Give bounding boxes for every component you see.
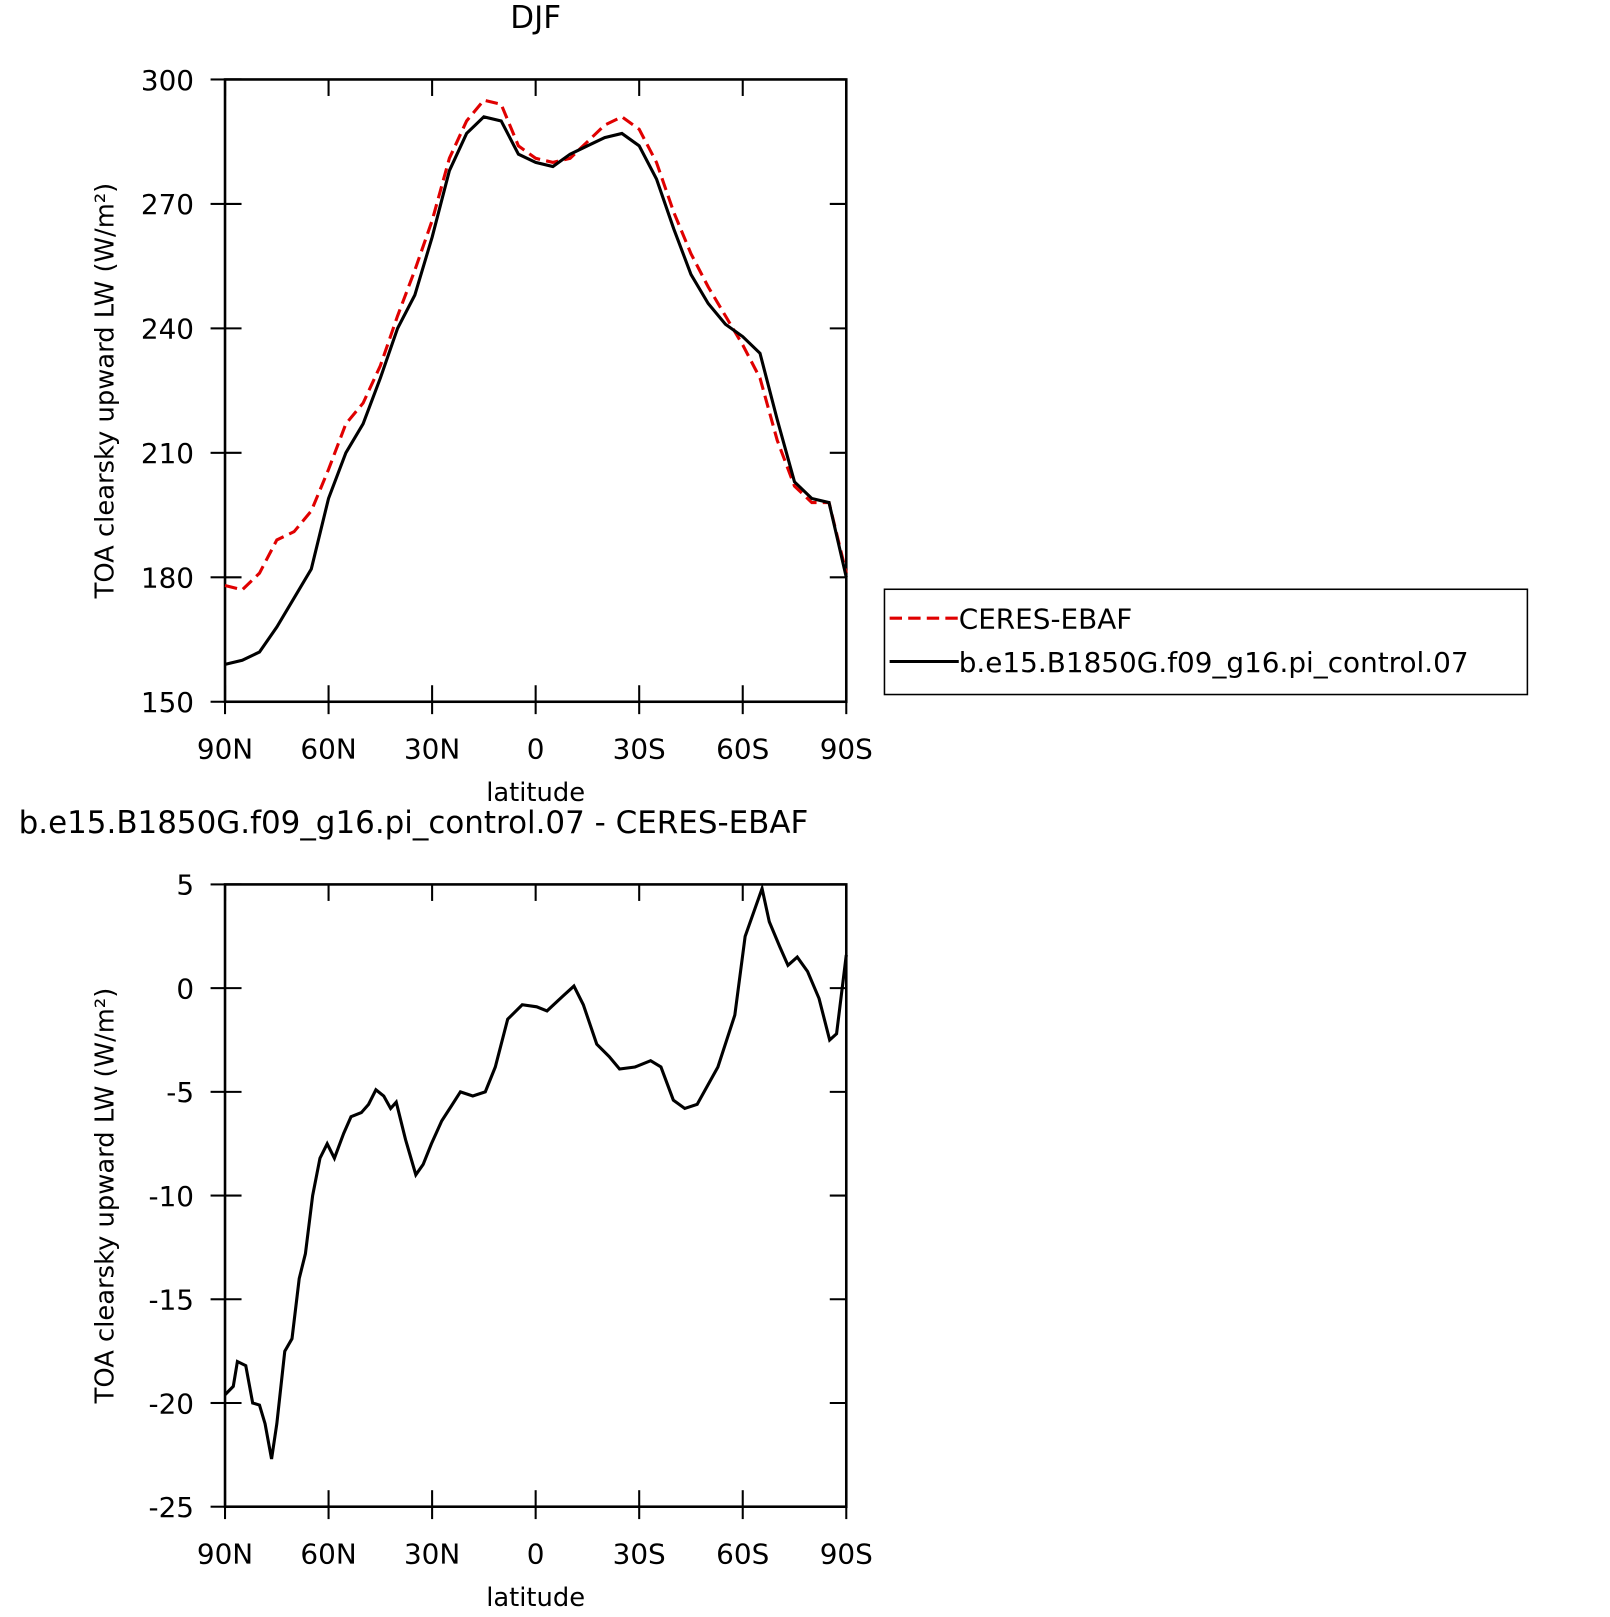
x-tick-label: 90S <box>820 1537 873 1570</box>
data-line <box>224 115 848 666</box>
y-axis-label: TOA clearsky upward LW (W/m²) <box>91 988 121 1405</box>
y-tick-label: 150 <box>141 686 194 719</box>
chart-title: b.e15.B1850G.f09_g16.pi_control.07 - CER… <box>19 805 809 841</box>
x-axis-label: latitude <box>486 1583 585 1613</box>
y-tick-label: -5 <box>166 1076 194 1109</box>
x-tick-label: 60N <box>300 1537 356 1570</box>
x-tick-label: 90N <box>197 733 253 766</box>
x-tick-label: 30N <box>404 733 460 766</box>
x-tick-label: 60S <box>716 1537 769 1570</box>
legend-box <box>883 588 1529 696</box>
y-tick-label: 210 <box>141 437 194 470</box>
x-tick-label: 90N <box>197 1537 253 1570</box>
y-tick-label: 300 <box>141 64 194 97</box>
data-line <box>223 882 848 1460</box>
y-tick-label: 240 <box>141 313 194 346</box>
data-line <box>224 98 848 592</box>
chart-title: DJF <box>510 0 561 36</box>
y-tick-label: -10 <box>149 1180 195 1213</box>
y-tick-label: 270 <box>141 188 194 221</box>
x-tick-label: 30N <box>404 1537 460 1570</box>
legend-label: CERES-EBAF <box>959 602 1133 635</box>
plot-frame <box>223 883 848 1508</box>
y-tick-label: 180 <box>141 562 194 595</box>
y-tick-label: -15 <box>149 1284 195 1317</box>
x-tick-label: 0 <box>527 733 545 766</box>
x-tick-label: 30S <box>613 1537 666 1570</box>
x-tick-label: 60S <box>716 733 769 766</box>
y-tick-label: -20 <box>149 1387 195 1420</box>
y-tick-label: 5 <box>176 869 194 902</box>
x-axis-label: latitude <box>486 778 585 808</box>
y-axis-label: TOA clearsky upward LW (W/m²) <box>91 183 121 600</box>
plot-frame <box>223 78 848 704</box>
x-tick-label: 0 <box>527 1537 545 1570</box>
x-tick-label: 60N <box>300 733 356 766</box>
x-tick-label: 30S <box>613 733 666 766</box>
legend-label: b.e15.B1850G.f09_g16.pi_control.07 <box>959 646 1469 679</box>
y-tick-label: -25 <box>149 1491 195 1524</box>
y-tick-label: 0 <box>176 972 194 1005</box>
x-tick-label: 90S <box>820 733 873 766</box>
